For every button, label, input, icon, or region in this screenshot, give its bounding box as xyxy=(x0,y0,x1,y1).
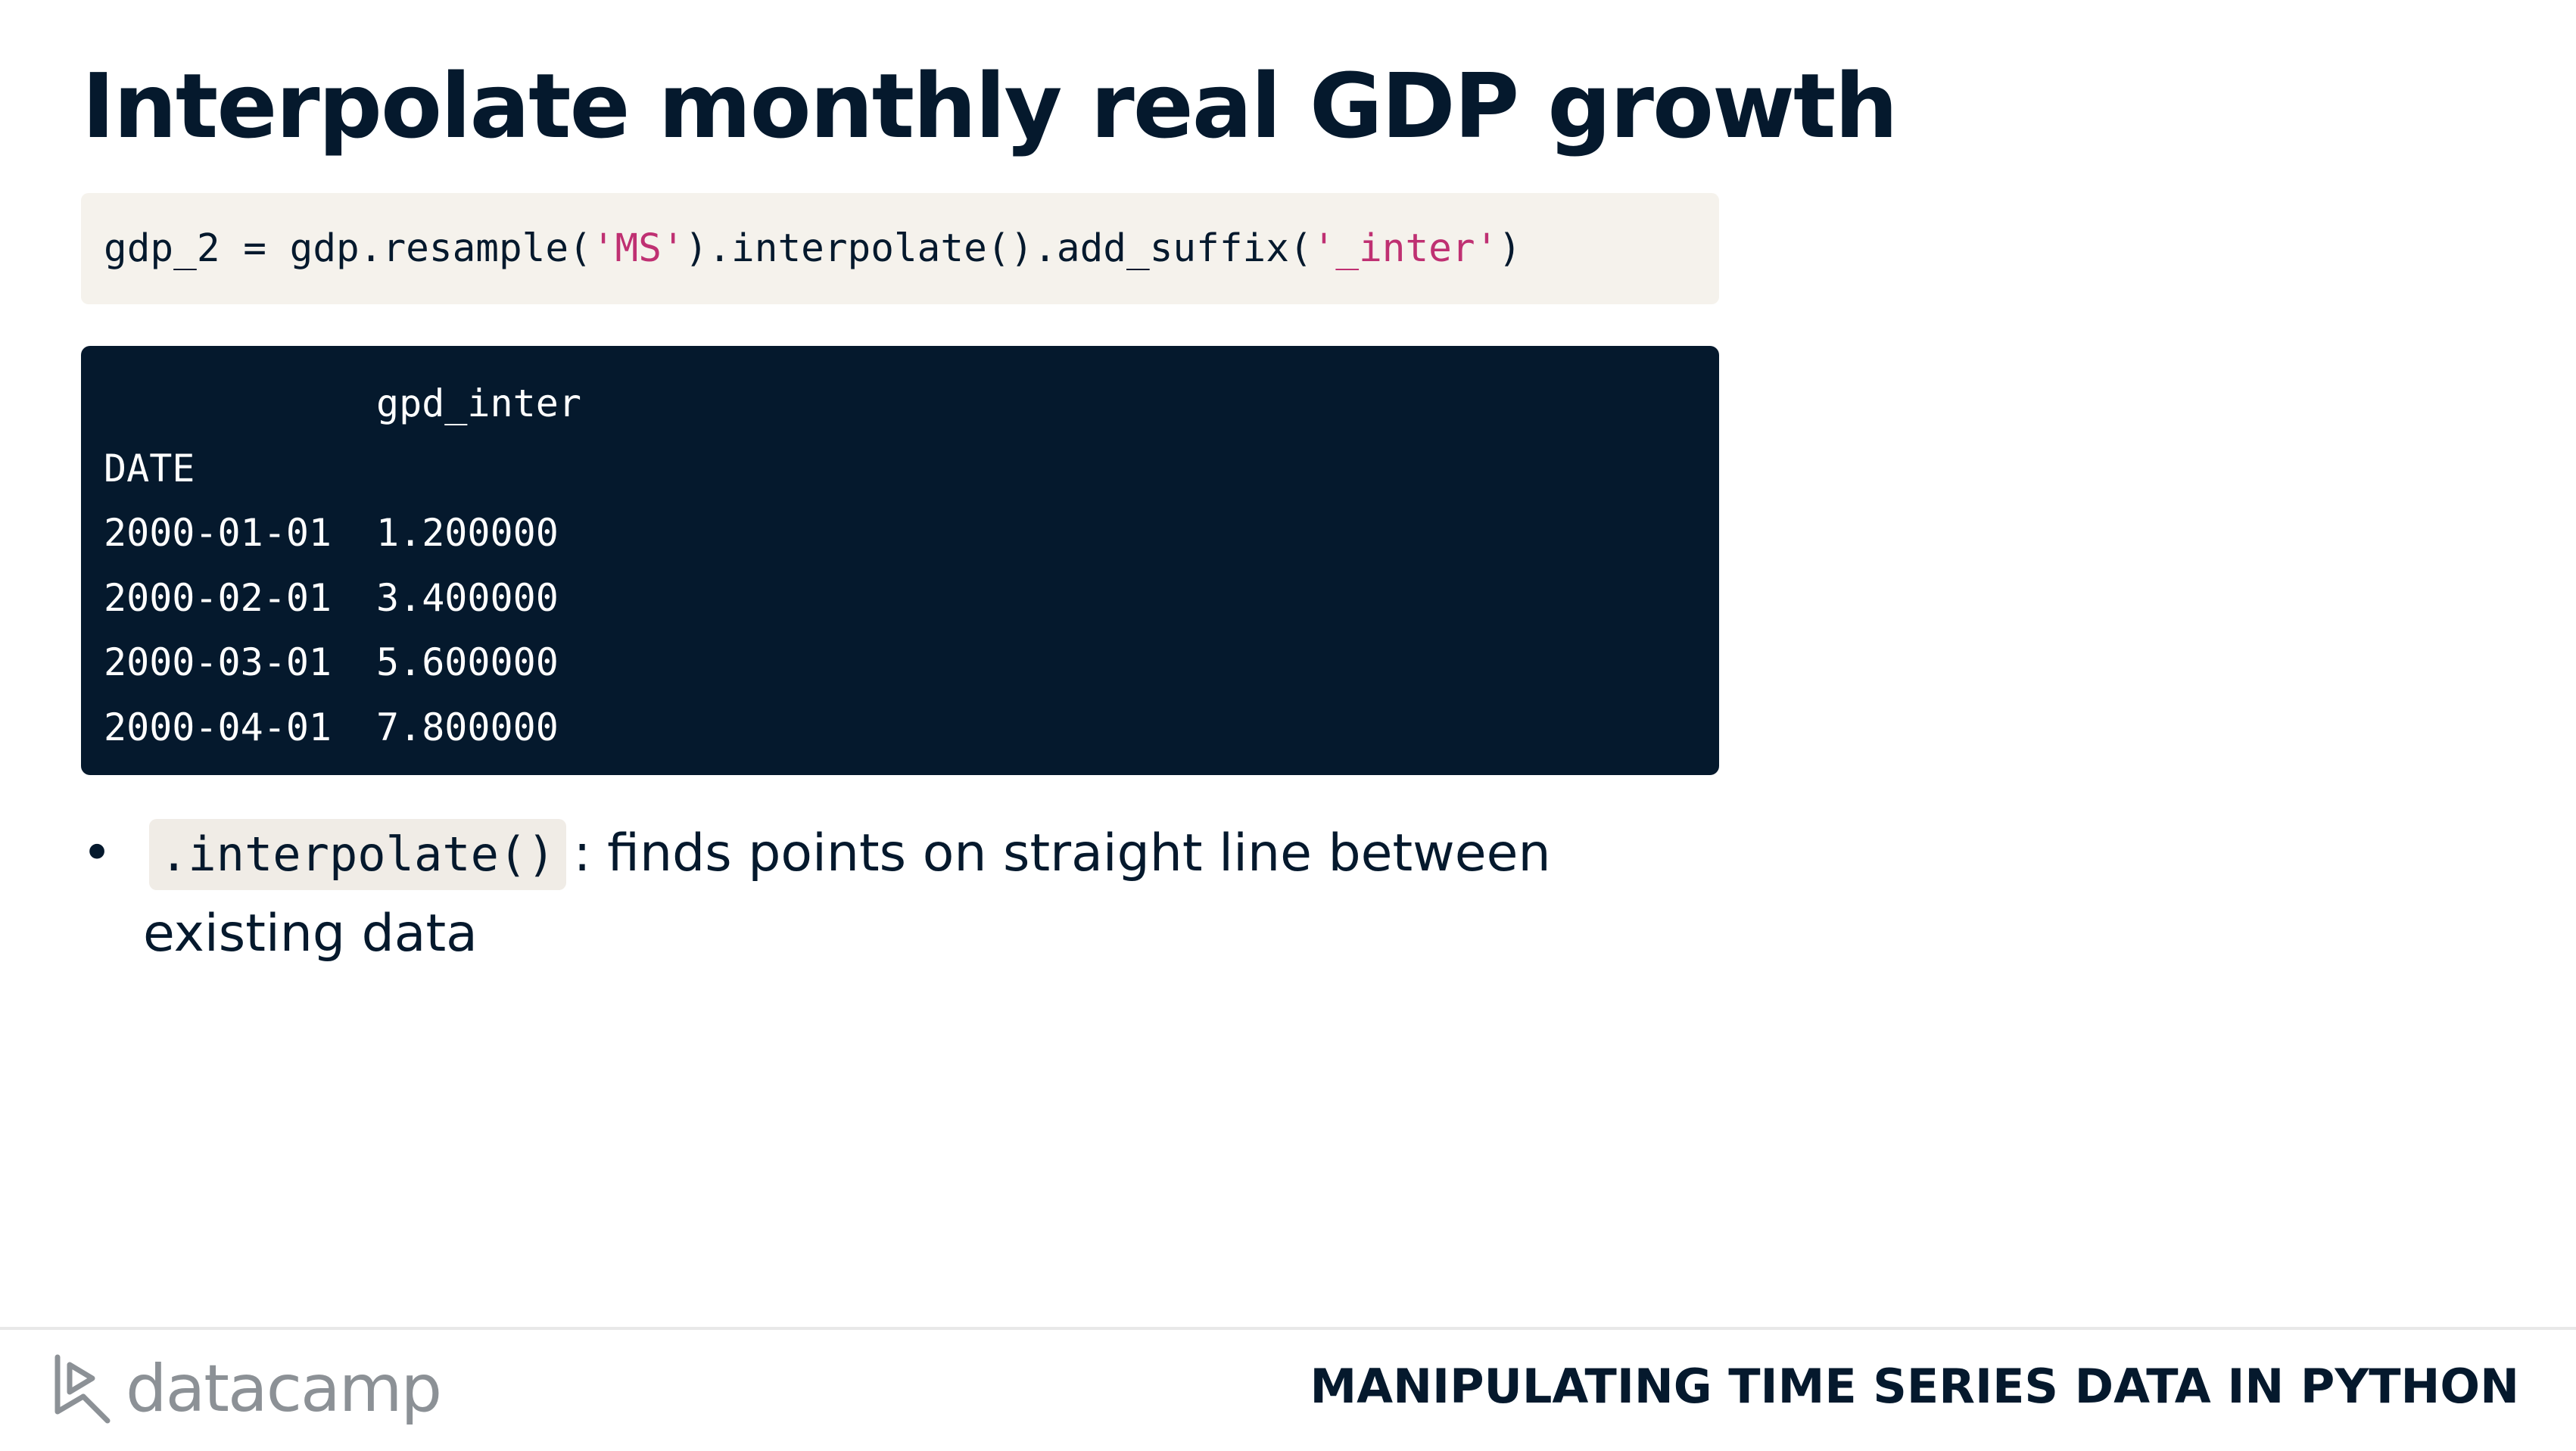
output-index-name-row: DATE xyxy=(104,437,1696,502)
output-header-spacer xyxy=(104,372,376,437)
logo-wordmark: datacamp xyxy=(126,1351,442,1427)
datacamp-logo-icon xyxy=(55,1354,111,1424)
output-row-value: 5.600000 xyxy=(376,640,559,684)
output-row: 2000-01-01 1.200000 xyxy=(104,501,1696,566)
bullet-description: : finds points on straight line between … xyxy=(143,824,1551,964)
output-row-index: 2000-01-01 xyxy=(104,511,332,555)
output-row: 2000-04-01 7.800000 xyxy=(104,696,1696,761)
slide-title: Interpolate monthly real GDP growth xyxy=(82,54,1898,158)
code-output-block: gpd_inter DATE 2000-01-01 1.200000 2000-… xyxy=(81,346,1719,775)
output-row: 2000-02-01 3.400000 xyxy=(104,566,1696,631)
output-column-header: gpd_inter xyxy=(376,381,581,425)
output-row: 2000-03-01 5.600000 xyxy=(104,631,1696,696)
footer-divider xyxy=(0,1327,2576,1330)
output-row-value: 3.400000 xyxy=(376,575,559,620)
output-index-name: DATE xyxy=(104,446,195,490)
output-row-index: 2000-04-01 xyxy=(104,705,332,749)
code-text: ).interpolate().add_suffix( xyxy=(684,226,1313,271)
course-title: MANIPULATING TIME SERIES DATA IN PYTHON xyxy=(1310,1359,2519,1414)
bullet-item: • .interpolate(): finds points on straig… xyxy=(82,814,1671,974)
output-header-row: gpd_inter xyxy=(104,372,1696,437)
code-string: 'MS' xyxy=(591,226,685,271)
output-row-value: 7.800000 xyxy=(376,705,559,749)
bullet-dot: • xyxy=(82,824,113,883)
output-row-index: 2000-03-01 xyxy=(104,640,332,684)
code-string: '_inter' xyxy=(1312,226,1499,271)
output-row-value: 1.200000 xyxy=(376,511,559,555)
code-input-block: gdp_2 = gdp.resample('MS').interpolate()… xyxy=(81,193,1719,304)
code-text: gdp_2 = gdp.resample( xyxy=(104,226,592,271)
inline-code: .interpolate() xyxy=(149,819,566,890)
output-row-index: 2000-02-01 xyxy=(104,575,332,620)
bullet-text: .interpolate(): finds points on straight… xyxy=(82,814,1671,974)
code-text: ) xyxy=(1498,226,1522,271)
datacamp-logo: datacamp xyxy=(53,1351,442,1427)
